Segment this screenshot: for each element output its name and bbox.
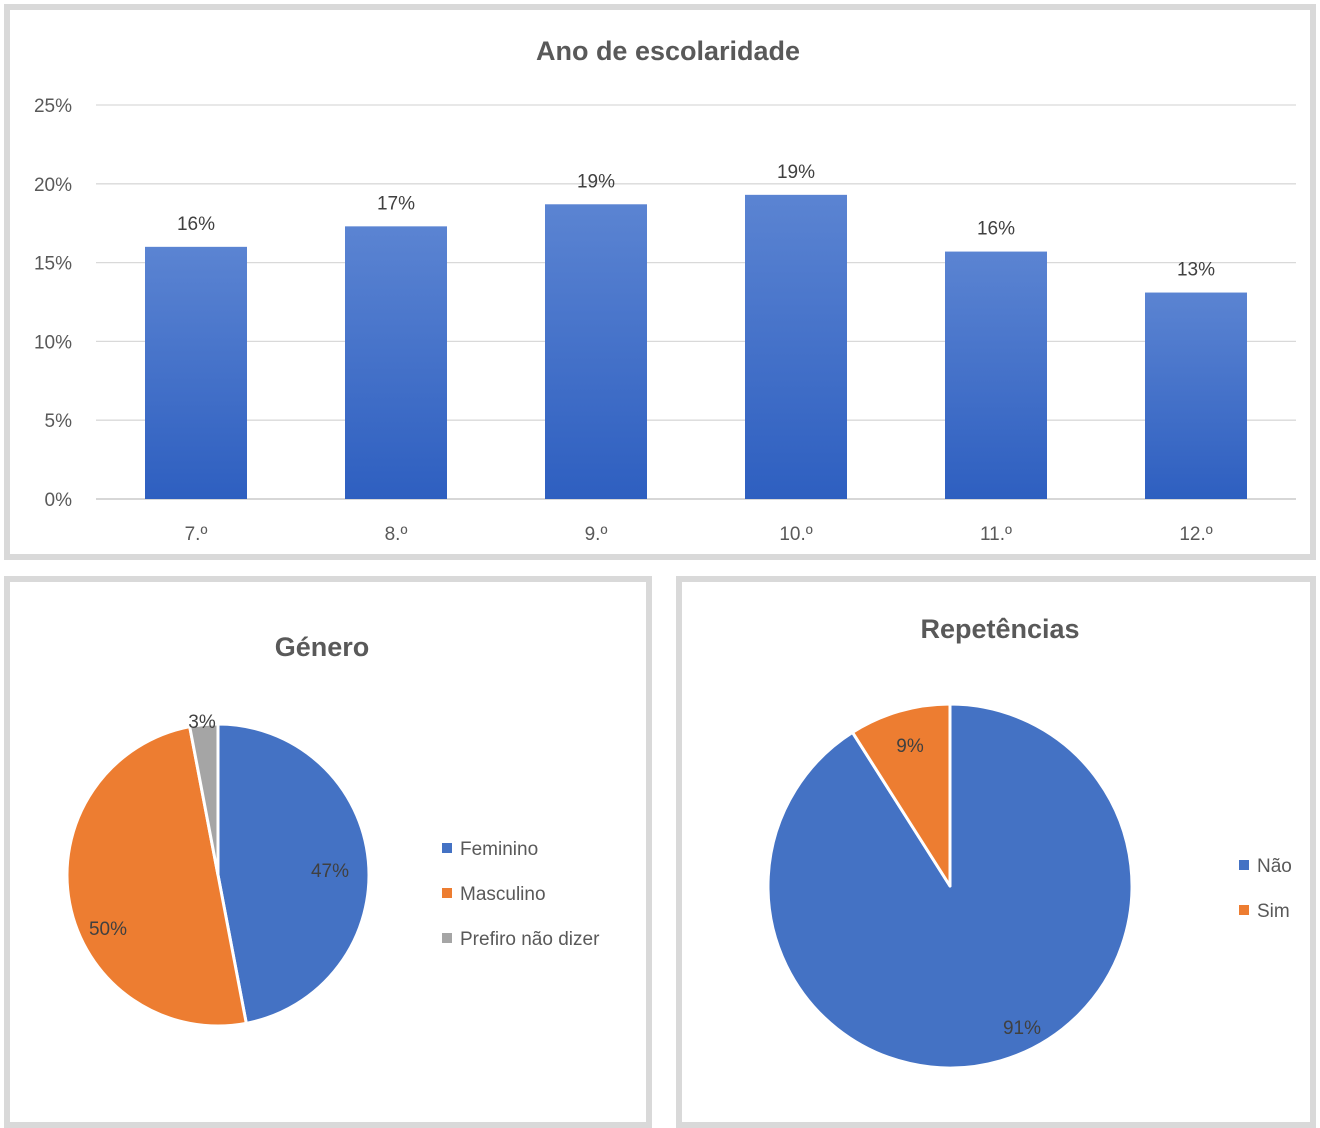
legend-swatch: [442, 843, 452, 853]
y-tick-label: 10%: [34, 332, 72, 353]
pie-slice: [65, 725, 248, 1028]
y-tick-label: 15%: [34, 254, 72, 275]
y-tick-label: 5%: [45, 411, 73, 432]
bar: [545, 204, 647, 499]
repetition-pie-chart: Repetências 91% 9% Não Sim: [766, 614, 1292, 1070]
pie-slice: [850, 702, 952, 888]
y-tick-label: 25%: [34, 96, 72, 117]
bar-data-label: 19%: [577, 171, 615, 192]
x-tick-label: 10.º: [779, 524, 812, 545]
legend-swatch: [442, 888, 452, 898]
bar: [145, 246, 247, 499]
pie-slice: [188, 722, 220, 877]
bar-chart-title: Ano de escolaridade: [536, 36, 800, 66]
gender-chart-panel: Género 47% 50% 3% Feminino Masculino Prefiro…: [4, 576, 652, 1128]
bar-data-label: 13%: [1177, 260, 1215, 281]
gender-pie-chart: Género 47% 50% 3% Feminino Masculino Prefiro…: [65, 632, 600, 1028]
legend-label: Não: [1257, 856, 1292, 877]
bar-data-label: 17%: [377, 193, 415, 214]
pie-slice: [216, 722, 371, 1025]
pie-data-label: 3%: [188, 712, 216, 733]
legend-swatch: [1239, 905, 1249, 915]
bar: [945, 251, 1047, 499]
y-tick-label: 20%: [34, 175, 72, 196]
legend-label: Masculino: [460, 884, 546, 905]
bar-chart-panel: Ano de escolaridade 0% 5% 10% 15% 20% 25% 16% 7…: [4, 4, 1316, 560]
bar: [345, 226, 447, 500]
x-tick-label: 11.º: [980, 524, 1012, 545]
legend-label: Sim: [1257, 901, 1290, 922]
legend-swatch: [1239, 860, 1249, 870]
pie-data-label: 91%: [1003, 1018, 1041, 1039]
pie-data-label: 50%: [89, 919, 127, 940]
bar: [745, 194, 847, 499]
x-tick-label: 9.º: [585, 524, 608, 545]
x-tick-label: 8.º: [385, 524, 408, 545]
repetition-chart-panel: Repetências 91% 9% Não Sim: [676, 576, 1316, 1128]
y-tick-label: 0%: [45, 490, 73, 511]
bar: [1145, 292, 1247, 499]
bar-data-label: 16%: [977, 219, 1015, 240]
bar-data-label: 16%: [177, 214, 215, 235]
bar-data-label: 19%: [777, 162, 815, 183]
x-tick-label: 12.º: [1179, 524, 1212, 545]
pie-data-label: 9%: [896, 736, 924, 757]
gender-chart-title: Género: [275, 632, 370, 662]
bar-chart: Ano de escolaridade 0% 5% 10% 15% 20% 25% 16% 7…: [34, 36, 1296, 545]
legend-label: Feminino: [460, 839, 538, 860]
legend-label: Prefiro não dizer: [460, 929, 600, 950]
pie-data-label: 47%: [311, 861, 349, 882]
repetition-chart-title: Repetências: [920, 614, 1079, 644]
x-tick-label: 7.º: [185, 524, 208, 545]
legend-swatch: [442, 933, 452, 943]
